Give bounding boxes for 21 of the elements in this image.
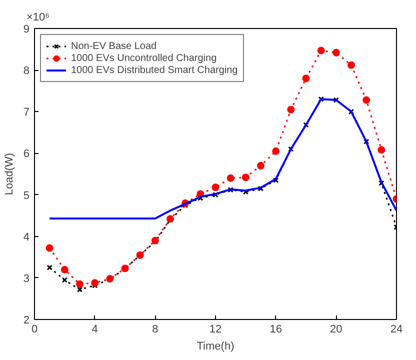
- y-tick-label: 9: [23, 24, 30, 36]
- x-tick-label: 0: [31, 324, 38, 336]
- y-axis-title: Load(W): [3, 152, 16, 196]
- x-tick-label: 4: [92, 324, 98, 336]
- legend-label: 1000 EVs Uncontrolled Charging: [71, 52, 217, 64]
- y-tick-label: 8: [23, 65, 30, 78]
- x-tick-label: 24: [390, 324, 403, 336]
- legend-label: Non-EV Base Load: [71, 40, 157, 52]
- text: ×10⁶: [26, 12, 50, 24]
- y-tick-label: 2: [23, 314, 30, 326]
- x-axis-title: Time(h): [196, 340, 234, 352]
- x-tick-label: 20: [330, 324, 342, 336]
- legend-label: 1000 EVs Distributed Smart Charging: [71, 64, 238, 76]
- x-tick-label: 12: [209, 324, 222, 336]
- x-tick-label: 16: [270, 324, 282, 336]
- y-tick-label: 3: [23, 272, 30, 285]
- y-tick-label: 7: [23, 106, 30, 119]
- y-tick-label: 5: [23, 190, 30, 202]
- y-tick-label: 4: [23, 231, 30, 244]
- x-tick-label: 8: [152, 324, 158, 336]
- y-tick-label: 6: [23, 148, 30, 160]
